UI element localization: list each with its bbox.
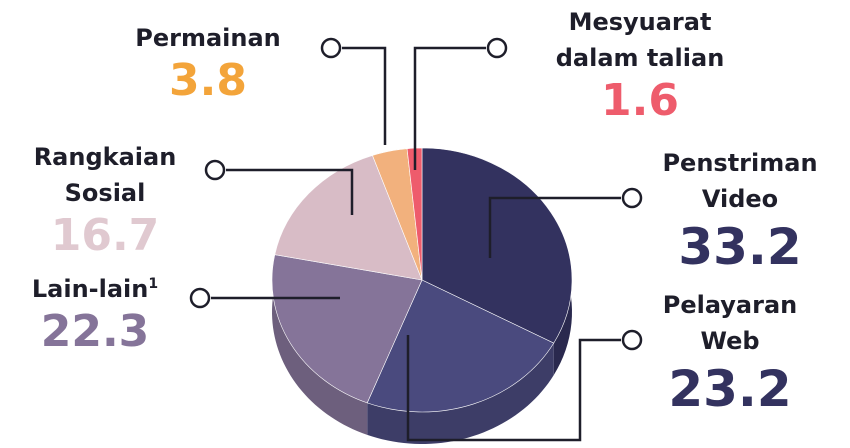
category-label: Mesyuarat dalam talian: [555, 8, 725, 72]
category-label: Permainan: [135, 24, 281, 52]
label-group: Permainan 3.8: [108, 20, 308, 106]
category-label: Lain-lain: [31, 275, 149, 303]
leader-line: [342, 46, 387, 145]
value-label: 1.6: [601, 75, 679, 126]
footnote-mark: 1: [148, 276, 159, 292]
category-label: Penstriman Video: [662, 149, 818, 213]
value-label: 3.8: [169, 55, 247, 106]
value-label: 16.7: [50, 210, 160, 261]
value-label: 22.3: [40, 306, 150, 357]
label-group: Penstriman Video 33.2: [640, 145, 840, 277]
slice: [274, 155, 423, 281]
leader-dot: [189, 287, 211, 309]
label-group: Mesyuarat dalam talian 1.6: [545, 4, 735, 126]
label-group: Lain-lain1 22.3: [0, 271, 190, 357]
value-label: 33.2: [678, 218, 802, 276]
leaders: [189, 37, 643, 442]
leader-line: [406, 335, 621, 442]
category-label: Pelayaran Web: [662, 291, 798, 355]
value-label: 23.2: [668, 360, 792, 418]
slice: [366, 279, 555, 413]
leader-dot: [320, 37, 342, 59]
pie: [271, 147, 573, 444]
label-group: Pelayaran Web 23.2: [640, 287, 820, 419]
leader-line: [488, 196, 621, 258]
leader-dot: [621, 329, 643, 351]
leader-line: [413, 46, 486, 170]
leader-dot: [486, 37, 508, 59]
category-label: Rangkaian Sosial: [33, 143, 177, 207]
slice: [271, 254, 423, 404]
label-group: Rangkaian Sosial 16.7: [20, 139, 190, 261]
leader-line: [226, 168, 354, 215]
leader-dot: [204, 159, 226, 181]
slice-side: [367, 343, 554, 444]
leader-dot: [621, 187, 643, 209]
